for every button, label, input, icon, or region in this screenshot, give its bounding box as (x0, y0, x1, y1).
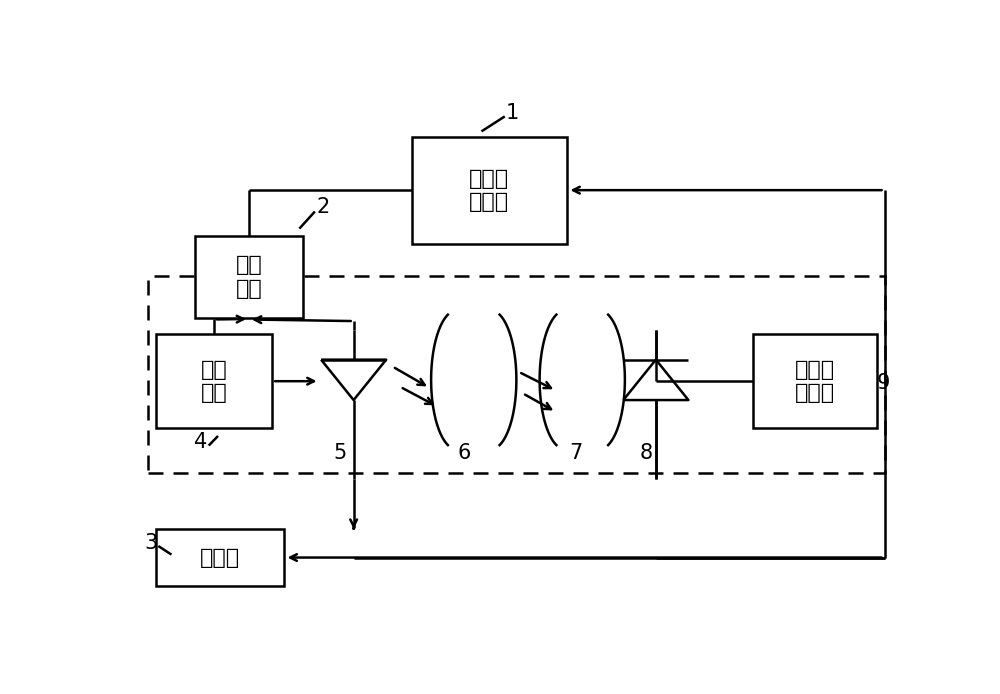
Text: 电流
探头: 电流 探头 (236, 255, 262, 298)
Text: 8: 8 (639, 443, 652, 463)
Text: 光接收
机电路: 光接收 机电路 (795, 359, 835, 403)
Text: 误码率
测试仪: 误码率 测试仪 (469, 169, 509, 212)
Bar (412, 137, 567, 244)
Text: 4: 4 (194, 432, 208, 452)
Text: 9: 9 (876, 373, 890, 393)
Text: 6: 6 (458, 443, 471, 463)
Text: 1: 1 (506, 103, 519, 123)
Text: 5: 5 (334, 443, 347, 463)
Bar (156, 335, 272, 428)
Text: 7: 7 (569, 443, 583, 463)
Text: 调制
电路: 调制 电路 (201, 359, 228, 403)
Bar (148, 276, 885, 473)
Text: 示波器: 示波器 (200, 548, 240, 568)
Bar (753, 335, 877, 428)
Text: 2: 2 (316, 197, 329, 217)
Bar (195, 235, 303, 319)
Bar (156, 530, 284, 586)
Text: 3: 3 (144, 533, 157, 553)
